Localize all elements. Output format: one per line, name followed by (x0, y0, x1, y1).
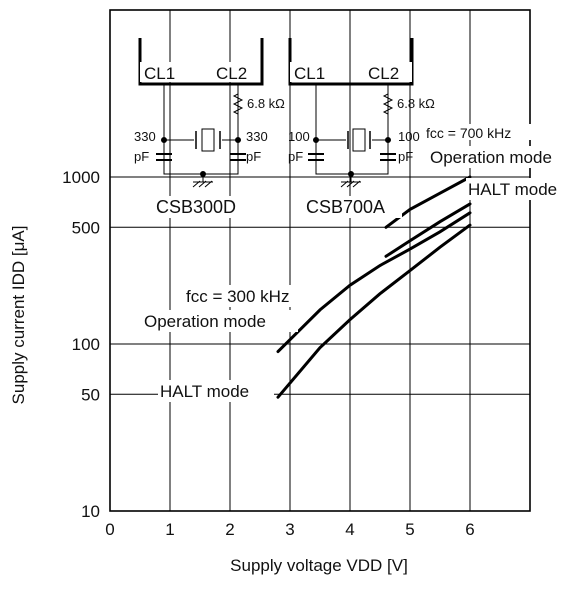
y-tick-label: 1000 (62, 168, 100, 187)
circuit-cap-right-unit: pF (398, 149, 413, 164)
label-bg (184, 285, 318, 307)
x-tick-label: 3 (285, 520, 294, 539)
series-line-1 (384, 202, 472, 258)
label-bg (290, 62, 334, 82)
circuit-name: CSB300D (156, 197, 236, 217)
y-tick-label: 50 (81, 385, 100, 404)
circuit-pin-cl1: CL1 (294, 64, 325, 83)
circuit-pin-cl1: CL1 (144, 64, 175, 83)
x-tick-label: 5 (405, 520, 414, 539)
series-line-3 (276, 223, 472, 399)
label-bg (304, 196, 402, 218)
annotation-fcc-300: fcc = 300 kHz (186, 287, 289, 306)
annotation-fcc-700: fcc = 700 kHz (426, 125, 511, 141)
label-bg (466, 178, 580, 200)
circuit-cap-left-unit: pF (288, 149, 303, 164)
label-bg (154, 196, 254, 218)
axes (109, 9, 531, 512)
y-tick-label: 500 (72, 218, 100, 237)
annotation-300-operation-mode: Operation mode (144, 312, 266, 331)
plot-frame (109, 9, 531, 512)
circuit-csb300d (138, 38, 264, 188)
circuit-csb700a (288, 38, 414, 188)
x-axis-label: Supply voltage VDD [V] (230, 556, 408, 575)
annotation-700-halt-mode: HALT mode (468, 180, 557, 199)
circuit-cap-left-value: 330 (134, 129, 156, 144)
circuit-cap-right-value: 100 (398, 129, 420, 144)
label-bg (424, 124, 532, 140)
label-bg (214, 62, 260, 82)
y-axis-label: Supply current IDD [μA] (9, 226, 28, 405)
circuit-pin-cl2: CL2 (216, 64, 247, 83)
x-tick-label: 2 (225, 520, 234, 539)
label-bg (428, 146, 580, 168)
label-bg (158, 380, 274, 402)
series-line-0 (384, 175, 472, 229)
circuit-cap-left-value: 100 (288, 129, 310, 144)
y-tick-label: 10 (81, 502, 100, 521)
tick-labels: 0 1 2 3 4 5 6 10 50 100 500 1000 (62, 168, 475, 539)
x-tick-label: 1 (165, 520, 174, 539)
series (276, 175, 472, 399)
circuit-pin-cl2: CL2 (368, 64, 399, 83)
x-tick-label: 4 (345, 520, 354, 539)
label-bg (142, 310, 298, 332)
annotation-300-halt-mode: HALT mode (160, 382, 249, 401)
x-tick-label: 0 (105, 520, 114, 539)
circuit-cap-left-unit: pF (134, 149, 149, 164)
label-bg (366, 62, 412, 82)
annotation-700-operation-mode: Operation mode (430, 148, 552, 167)
circuit-cap-right-value: 330 (246, 129, 268, 144)
y-tick-label: 100 (72, 335, 100, 354)
circuit-cap-right-unit: pF (246, 149, 261, 164)
circuit-resistor-label: 6.8 kΩ (247, 96, 285, 111)
series-line-2 (276, 211, 472, 354)
x-tick-label: 6 (465, 520, 474, 539)
circuit-name: CSB700A (306, 197, 385, 217)
label-bg (140, 62, 184, 82)
circuit-resistor-label: 6.8 kΩ (397, 96, 435, 111)
